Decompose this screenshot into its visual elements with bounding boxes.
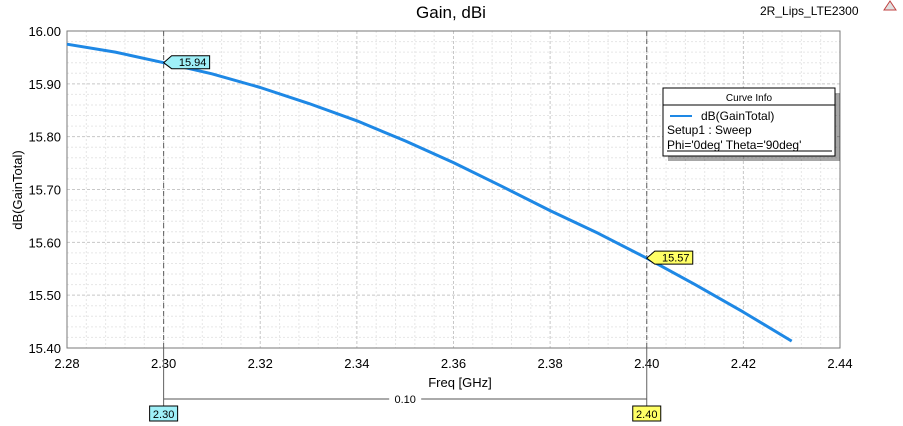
x-tick-label: 2.44 [827, 356, 852, 371]
marker-label[interactable]: 15.94 [162, 55, 211, 70]
x-tick-label: 2.28 [54, 356, 79, 371]
y-tick-label: 15.60 [28, 235, 61, 250]
marker-x-value: 2.30 [153, 409, 174, 421]
x-axis-label: Freq [GHz] [428, 375, 492, 390]
marker-value: 15.94 [179, 57, 207, 69]
corner-icon[interactable] [883, 0, 897, 11]
plot-frame [66, 30, 841, 349]
chart-title: Gain, dBi [416, 3, 486, 22]
y-tick-labels: 15.40 15.50 15.60 15.70 15.80 15.90 16.00 [28, 24, 61, 356]
design-name: 2R_Lips_LTE2300 [760, 4, 859, 18]
marker-label[interactable]: 15.57 [645, 250, 694, 265]
legend[interactable]: Curve Info dB(GainTotal) Setup1 : Sweep … [662, 87, 840, 161]
y-tick-label: 16.00 [28, 24, 61, 39]
y-tick-label: 15.40 [28, 341, 61, 356]
legend-header: Curve Info [726, 93, 773, 104]
x-tick-label: 2.32 [248, 356, 273, 371]
x-tick-label: 2.36 [441, 356, 466, 371]
x-tick-label: 2.42 [731, 356, 756, 371]
y-tick-label: 15.90 [28, 77, 61, 92]
marker-x-label[interactable]: 2.30 [149, 405, 179, 422]
delta-label: 0.10 [394, 394, 415, 406]
legend-params: Phi='0deg' Theta='90deg' [667, 138, 801, 152]
x-tick-label: 2.38 [537, 356, 562, 371]
delta-marker: 0.10 [163, 392, 647, 406]
x-tick-label: 2.34 [344, 356, 369, 371]
marker-labels[interactable]: 15.94 15.57 [162, 55, 694, 265]
marker-value: 15.57 [662, 253, 690, 265]
x-tick-labels: 2.28 2.30 2.32 2.34 2.36 2.38 2.40 2.42 2.44 [54, 356, 852, 371]
marker-x-label[interactable]: 2.40 [632, 405, 662, 422]
y-axis-label: dB(GainTotal) [10, 150, 25, 229]
x-marker-labels[interactable]: 2.30 2.40 [149, 405, 662, 422]
marker-lines [163, 31, 648, 409]
y-tick-label: 15.80 [28, 130, 61, 145]
y-tick-label: 15.50 [28, 288, 61, 303]
legend-curve-name: dB(GainTotal) [701, 109, 774, 123]
y-tick-label: 15.70 [28, 183, 61, 198]
legend-setup: Setup1 : Sweep [667, 123, 752, 137]
marker-x-value: 2.40 [636, 409, 657, 421]
